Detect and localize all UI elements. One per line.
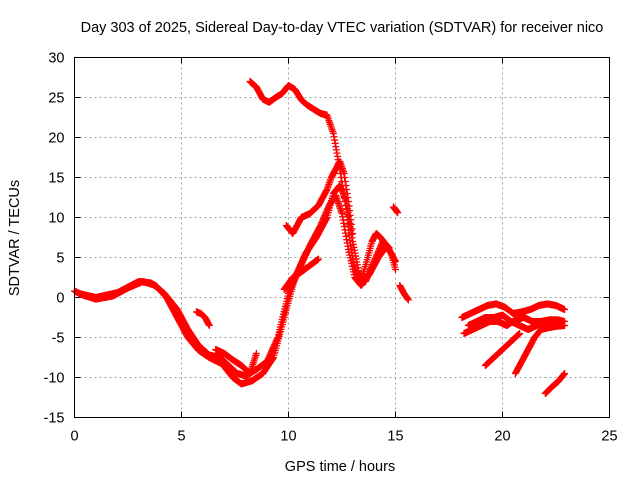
x-tick-label: 15 bbox=[387, 429, 403, 445]
data-point bbox=[561, 370, 569, 377]
series-track-h bbox=[389, 203, 402, 217]
y-tick-label: 0 bbox=[56, 291, 64, 307]
series-track-j bbox=[458, 300, 569, 321]
series-track-e bbox=[280, 255, 322, 293]
data-point bbox=[392, 266, 399, 273]
y-tick-label: 25 bbox=[48, 91, 64, 107]
series-track-d bbox=[282, 158, 357, 237]
data-point bbox=[404, 296, 412, 304]
data-point bbox=[392, 258, 399, 265]
series-track-i bbox=[396, 282, 412, 304]
data-point bbox=[394, 209, 402, 217]
y-tick-label: 10 bbox=[48, 211, 64, 227]
series-track-f bbox=[192, 308, 213, 329]
chart-title: Day 303 of 2025, Sidereal Day-to-day VTE… bbox=[81, 20, 604, 36]
y-tick-label: -5 bbox=[52, 331, 65, 347]
data-point bbox=[252, 350, 260, 357]
x-tick-label: 5 bbox=[177, 429, 185, 445]
plot-frame bbox=[74, 57, 610, 418]
data-point bbox=[205, 322, 213, 329]
y-axis-label: SDTVAR / TECUs bbox=[7, 180, 23, 296]
y-tick-label: 30 bbox=[48, 51, 64, 67]
x-tick-label: 25 bbox=[601, 429, 617, 445]
data-point bbox=[349, 230, 357, 237]
series-track-n bbox=[511, 322, 569, 377]
series-track-g bbox=[212, 346, 260, 377]
y-tick-label: 20 bbox=[48, 131, 64, 147]
y-tick-label: -15 bbox=[44, 411, 65, 427]
axis-ticks: 0 5 10 15 20 25 -15 -10 -5 0 5 10 15 20 25 30 bbox=[44, 51, 618, 445]
x-tick-label: 0 bbox=[70, 429, 78, 445]
grid-lines bbox=[74, 57, 610, 418]
series-track-c bbox=[246, 78, 393, 285]
data-series bbox=[71, 78, 569, 397]
x-tick-label: 10 bbox=[280, 429, 296, 445]
x-tick-label: 20 bbox=[494, 429, 510, 445]
y-tick-label: 15 bbox=[48, 171, 64, 187]
y-tick-label: -10 bbox=[44, 371, 65, 387]
series-track-m bbox=[481, 330, 524, 369]
series-track-o bbox=[541, 370, 569, 397]
data-point bbox=[561, 322, 569, 329]
x-axis-label: GPS time / hours bbox=[285, 459, 395, 475]
data-point bbox=[314, 255, 322, 263]
data-point bbox=[516, 330, 524, 337]
data-point bbox=[385, 244, 393, 252]
y-tick-label: 5 bbox=[56, 251, 64, 267]
data-point bbox=[561, 306, 569, 313]
